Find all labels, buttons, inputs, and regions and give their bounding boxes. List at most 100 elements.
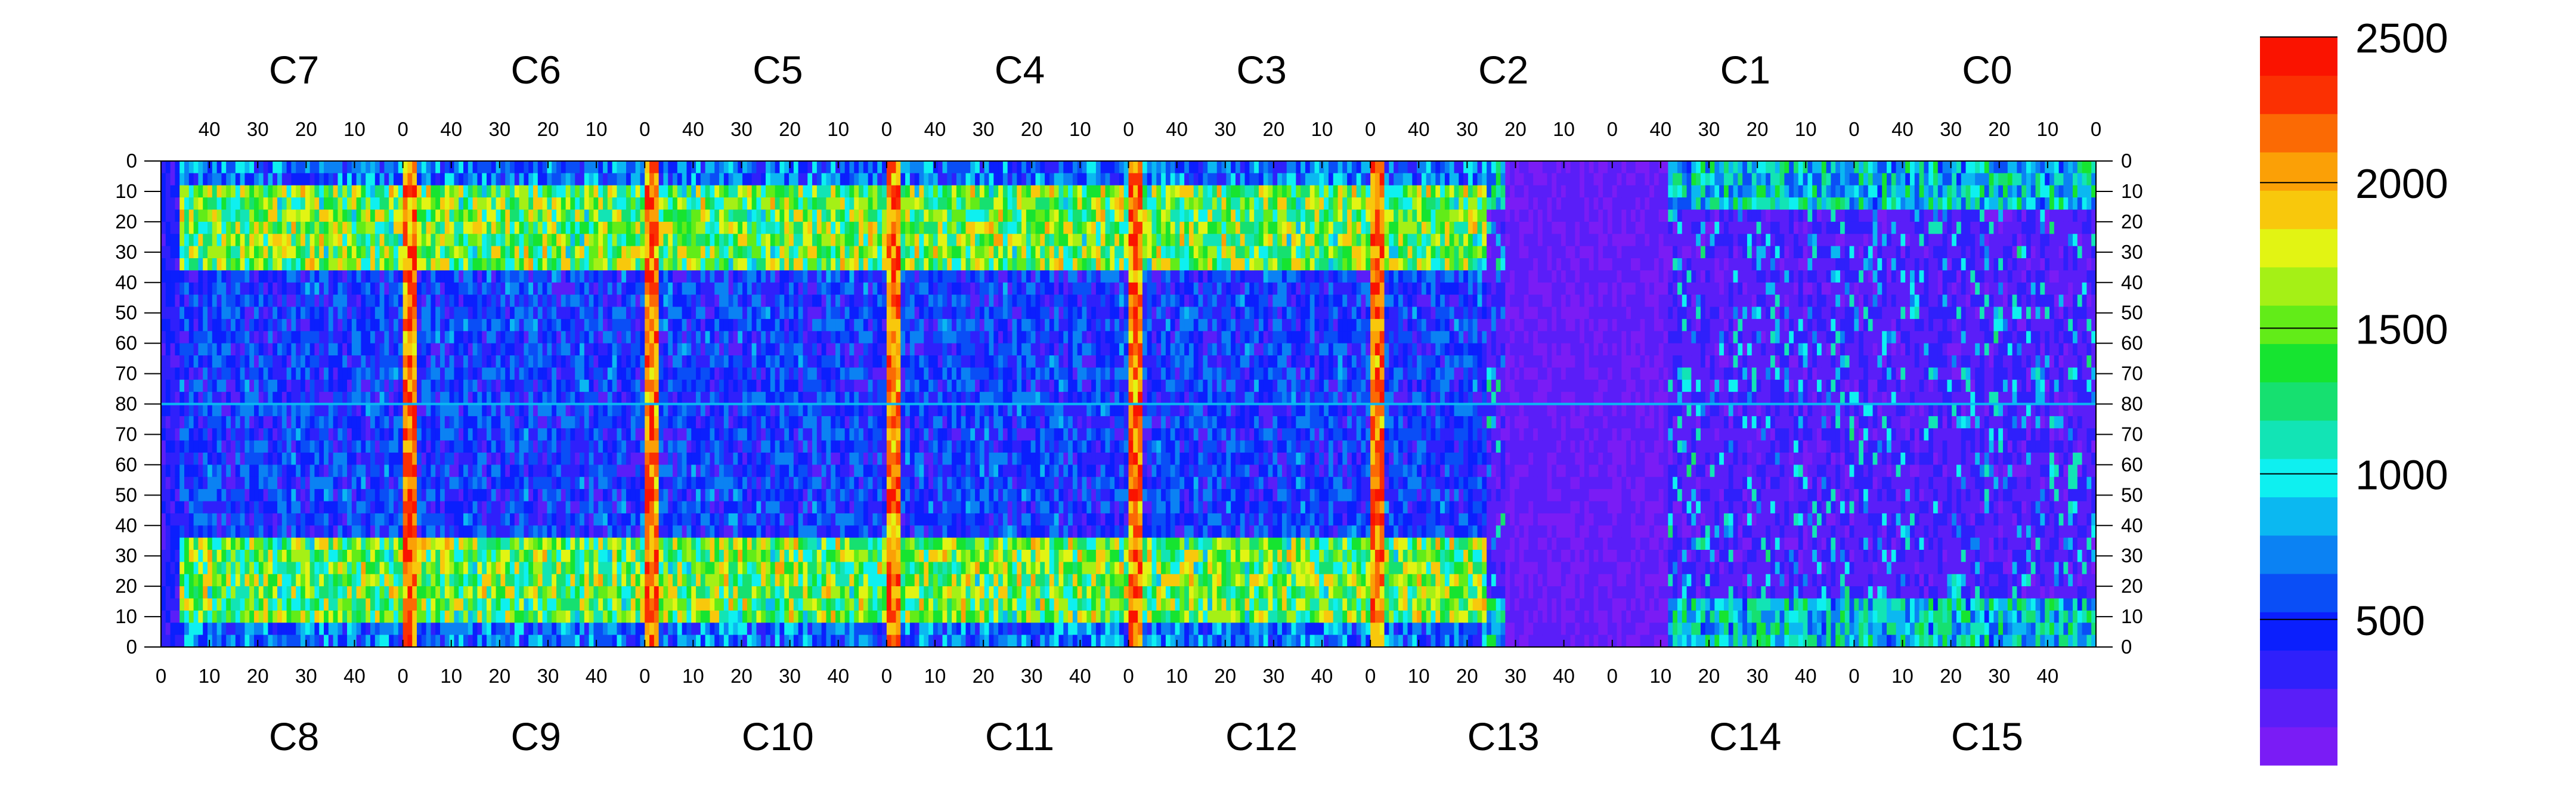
heatmap-cell	[617, 234, 622, 247]
heatmap-cell	[161, 476, 166, 490]
heatmap-cell	[705, 610, 711, 623]
heatmap-cell	[454, 537, 459, 550]
heatmap-cell	[575, 489, 580, 502]
heatmap-cell	[696, 270, 701, 283]
heatmap-cell	[384, 404, 389, 417]
heatmap-cell	[519, 428, 525, 441]
heatmap-cell	[394, 282, 399, 295]
heatmap-cell	[477, 465, 482, 478]
heatmap-cell	[617, 209, 622, 222]
heatmap-cell	[421, 610, 427, 623]
heatmap-cell	[240, 331, 246, 344]
heatmap-cell	[537, 476, 543, 490]
heatmap-cell	[682, 440, 688, 453]
heatmap-cell	[723, 465, 729, 478]
heatmap-cell	[580, 489, 585, 502]
heatmap-cell	[305, 367, 311, 380]
heatmap-cell	[384, 318, 389, 332]
heatmap-cell	[459, 550, 464, 562]
heatmap-cell	[649, 562, 655, 575]
heatmap-cell	[216, 574, 222, 587]
heatmap-cell	[621, 295, 627, 308]
heatmap-cell	[630, 318, 636, 332]
heatmap-cell	[487, 513, 492, 526]
heatmap-cell	[374, 501, 380, 514]
heatmap-cell	[524, 562, 529, 575]
heatmap-cell	[342, 586, 348, 599]
heatmap-cell	[630, 513, 636, 526]
heatmap-cell	[477, 379, 482, 392]
heatmap-cell	[519, 537, 525, 550]
heatmap-cell	[351, 282, 357, 295]
heatmap-cell	[333, 367, 339, 380]
heatmap-cell	[500, 282, 506, 295]
heatmap-cell	[188, 343, 194, 356]
heatmap-cell	[654, 453, 660, 465]
heatmap-cell	[351, 440, 357, 453]
heatmap-cell	[258, 550, 264, 562]
heatmap-cell	[193, 379, 199, 392]
heatmap-cell	[547, 343, 552, 356]
heatmap-cell	[635, 161, 641, 174]
heatmap-cell	[347, 234, 352, 247]
heatmap-cell	[170, 282, 175, 295]
heatmap-cell	[286, 550, 292, 562]
heatmap-cell	[645, 367, 650, 380]
heatmap-cell	[240, 634, 246, 648]
heatmap-cell	[640, 501, 645, 514]
heatmap-cell	[277, 586, 283, 599]
heatmap-cell	[175, 489, 180, 502]
heatmap-cell	[263, 550, 269, 562]
heatmap-cell	[598, 197, 603, 210]
heatmap-cell	[584, 331, 590, 344]
heatmap-cell	[519, 623, 525, 636]
heatmap-cell	[505, 550, 510, 562]
heatmap-cell	[654, 562, 660, 575]
heatmap-cell	[179, 489, 185, 502]
heatmap-cell	[394, 209, 399, 222]
heatmap-cell	[277, 367, 283, 380]
heatmap-cell	[258, 246, 264, 259]
heatmap-cell	[482, 416, 487, 429]
heatmap-cell	[394, 489, 399, 502]
heatmap-cell	[514, 221, 520, 234]
heatmap-cell	[161, 221, 166, 234]
heatmap-cell	[570, 173, 575, 186]
heatmap-cell	[663, 598, 668, 611]
heatmap-cell	[258, 428, 264, 441]
heatmap-cell	[668, 465, 673, 478]
heatmap-cell	[552, 355, 557, 368]
heatmap-cell	[654, 623, 660, 636]
heatmap-cell	[273, 453, 278, 465]
heatmap-cell	[216, 465, 222, 478]
heatmap-cell	[510, 295, 515, 308]
heatmap-cell	[603, 550, 608, 562]
heatmap-cell	[482, 392, 487, 405]
heatmap-cell	[426, 525, 432, 538]
heatmap-cell	[682, 562, 688, 575]
heatmap-cell	[630, 562, 636, 575]
heatmap-cell	[273, 185, 278, 198]
heatmap-cell	[580, 453, 585, 465]
heatmap-cell	[338, 634, 343, 648]
heatmap-cell	[291, 355, 296, 368]
heatmap-cell	[645, 161, 650, 174]
heatmap-cell	[575, 331, 580, 344]
heatmap-cell	[542, 185, 548, 198]
heatmap-cell	[208, 501, 213, 514]
heatmap-cell	[663, 318, 668, 332]
heatmap-cell	[505, 258, 510, 271]
heatmap-cell	[607, 416, 613, 429]
heatmap-cell	[565, 416, 571, 429]
heatmap-cell	[281, 440, 287, 453]
heatmap-cell	[407, 453, 413, 465]
heatmap-cell	[589, 537, 595, 550]
heatmap-cell	[728, 392, 734, 405]
heatmap-cell	[663, 476, 668, 490]
heatmap-cell	[528, 550, 534, 562]
heatmap-cell	[412, 307, 417, 320]
heatmap-cell	[374, 185, 380, 198]
heatmap-cell	[328, 258, 334, 271]
heatmap-cell	[435, 221, 441, 234]
heatmap-cell	[366, 513, 371, 526]
